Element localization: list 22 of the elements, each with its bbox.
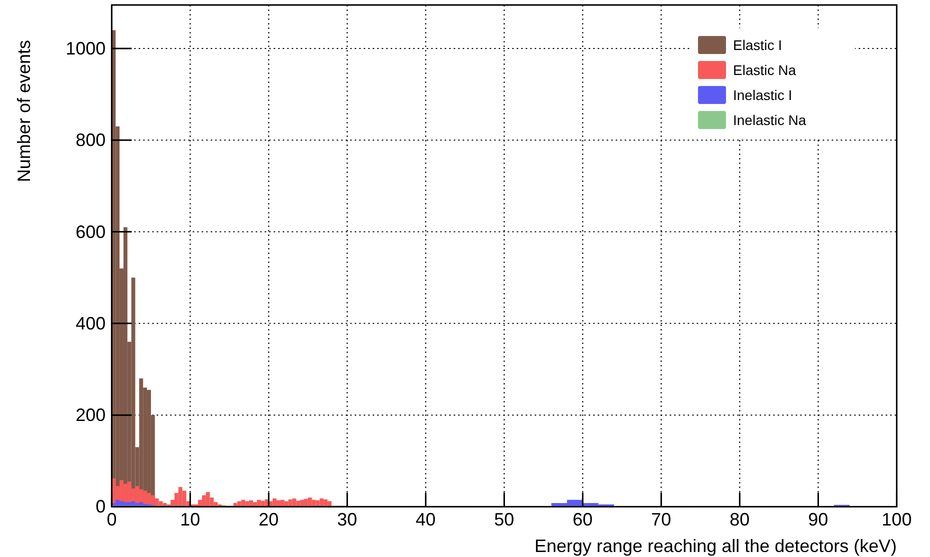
- y-tick-label: 0: [96, 496, 106, 517]
- legend-label: Inelastic Na: [733, 112, 806, 128]
- legend-label: Elastic I: [733, 37, 782, 53]
- x-tick-label: 80: [730, 510, 750, 530]
- y-tick-label: 1000: [66, 38, 106, 59]
- y-tick-label: 600: [76, 222, 106, 242]
- x-tick-label: 10: [180, 510, 200, 530]
- x-tick-label: 100: [882, 510, 912, 530]
- x-tick-label: 90: [808, 510, 828, 530]
- y-tick-label: 800: [76, 130, 106, 150]
- x-axis-title: Energy range reaching all the detectors (keV): [534, 536, 897, 556]
- y-axis-title: Number of events: [14, 40, 34, 182]
- x-tick-label: 40: [416, 510, 436, 530]
- x-tick-label: 30: [337, 510, 358, 530]
- x-tick-label: 60: [572, 510, 593, 530]
- y-tick-label: 400: [76, 313, 106, 334]
- y-tick-label: 200: [76, 405, 106, 426]
- x-tick-label: 20: [258, 510, 279, 530]
- legend-label: Elastic Na: [733, 62, 796, 78]
- x-tick-label: 50: [494, 510, 514, 530]
- legend-label: Inelastic I: [733, 87, 792, 103]
- x-tick-label: 70: [651, 510, 672, 530]
